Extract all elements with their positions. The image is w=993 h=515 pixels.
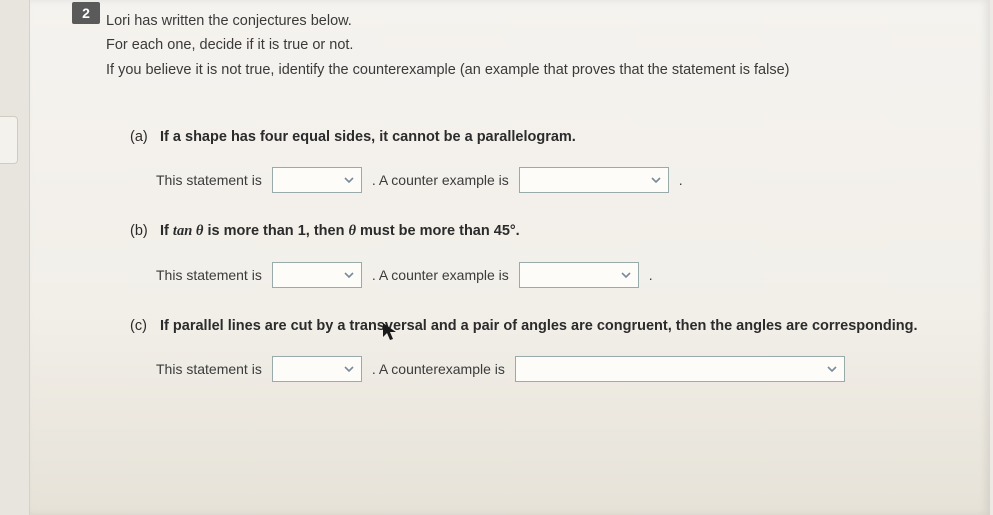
part-a-counterexample-select[interactable] [519, 167, 669, 193]
part-a-answer-row: This statement is . A counter example is… [156, 167, 970, 193]
part-b-counter-prefix: . A counter example is [372, 267, 509, 283]
part-b-label: (b) [130, 223, 156, 239]
chevron-down-icon [826, 363, 838, 375]
part-c-prompt: (c) If parallel lines are cut by a trans… [130, 318, 970, 334]
left-gutter [0, 0, 30, 515]
worksheet-page: 2 Lori has written the conjectures below… [30, 0, 990, 515]
chevron-down-icon [343, 174, 355, 186]
part-a-period: . [679, 172, 683, 188]
part-c-label: (c) [130, 318, 156, 334]
part-b-truth-select[interactable] [272, 262, 362, 288]
chevron-down-icon [650, 174, 662, 186]
part-b-text-2: is more than 1, then [203, 223, 348, 239]
part-b: (b) If tan θ is more than 1, then θ must… [130, 223, 970, 288]
part-a-prompt: (a) If a shape has four equal sides, it … [130, 129, 970, 145]
part-b-text-3: must be more than 45°. [356, 223, 520, 239]
part-c-counterexample-select[interactable] [515, 356, 845, 382]
part-c-truth-select[interactable] [272, 356, 362, 382]
part-a-label: (a) [130, 129, 156, 145]
parts-container: (a) If a shape has four equal sides, it … [130, 129, 970, 382]
part-c-stmt-prefix: This statement is [156, 361, 262, 377]
question-number-badge: 2 [72, 2, 100, 24]
part-c: (c) If parallel lines are cut by a trans… [130, 318, 970, 382]
part-c-answer-row: This statement is . A counterexample is [156, 356, 970, 382]
part-a-truth-select[interactable] [272, 167, 362, 193]
part-b-text-1: If [160, 223, 173, 239]
part-c-counter-prefix: . A counterexample is [372, 361, 505, 377]
part-b-counterexample-select[interactable] [519, 262, 639, 288]
part-a-text: If a shape has four equal sides, it cann… [160, 129, 576, 145]
intro-line-2: For each one, decide if it is true or no… [106, 34, 970, 56]
part-b-theta: θ [348, 223, 356, 239]
intro-block: Lori has written the conjectures below. … [106, 10, 970, 81]
part-c-text: If parallel lines are cut by a transvers… [160, 318, 917, 334]
part-b-prompt: (b) If tan θ is more than 1, then θ must… [130, 223, 970, 240]
part-a: (a) If a shape has four equal sides, it … [130, 129, 970, 193]
part-b-stmt-prefix: This statement is [156, 267, 262, 283]
part-b-tan: tan θ [173, 223, 204, 239]
part-a-counter-prefix: . A counter example is [372, 172, 509, 188]
chevron-down-icon [343, 363, 355, 375]
part-a-stmt-prefix: This statement is [156, 172, 262, 188]
part-b-answer-row: This statement is . A counter example is… [156, 262, 970, 288]
part-b-period: . [649, 267, 653, 283]
chevron-down-icon [620, 269, 632, 281]
side-tab-stub[interactable] [0, 116, 18, 164]
chevron-down-icon [343, 269, 355, 281]
intro-line-1: Lori has written the conjectures below. [106, 10, 970, 32]
intro-line-3: If you believe it is not true, identify … [106, 59, 970, 81]
